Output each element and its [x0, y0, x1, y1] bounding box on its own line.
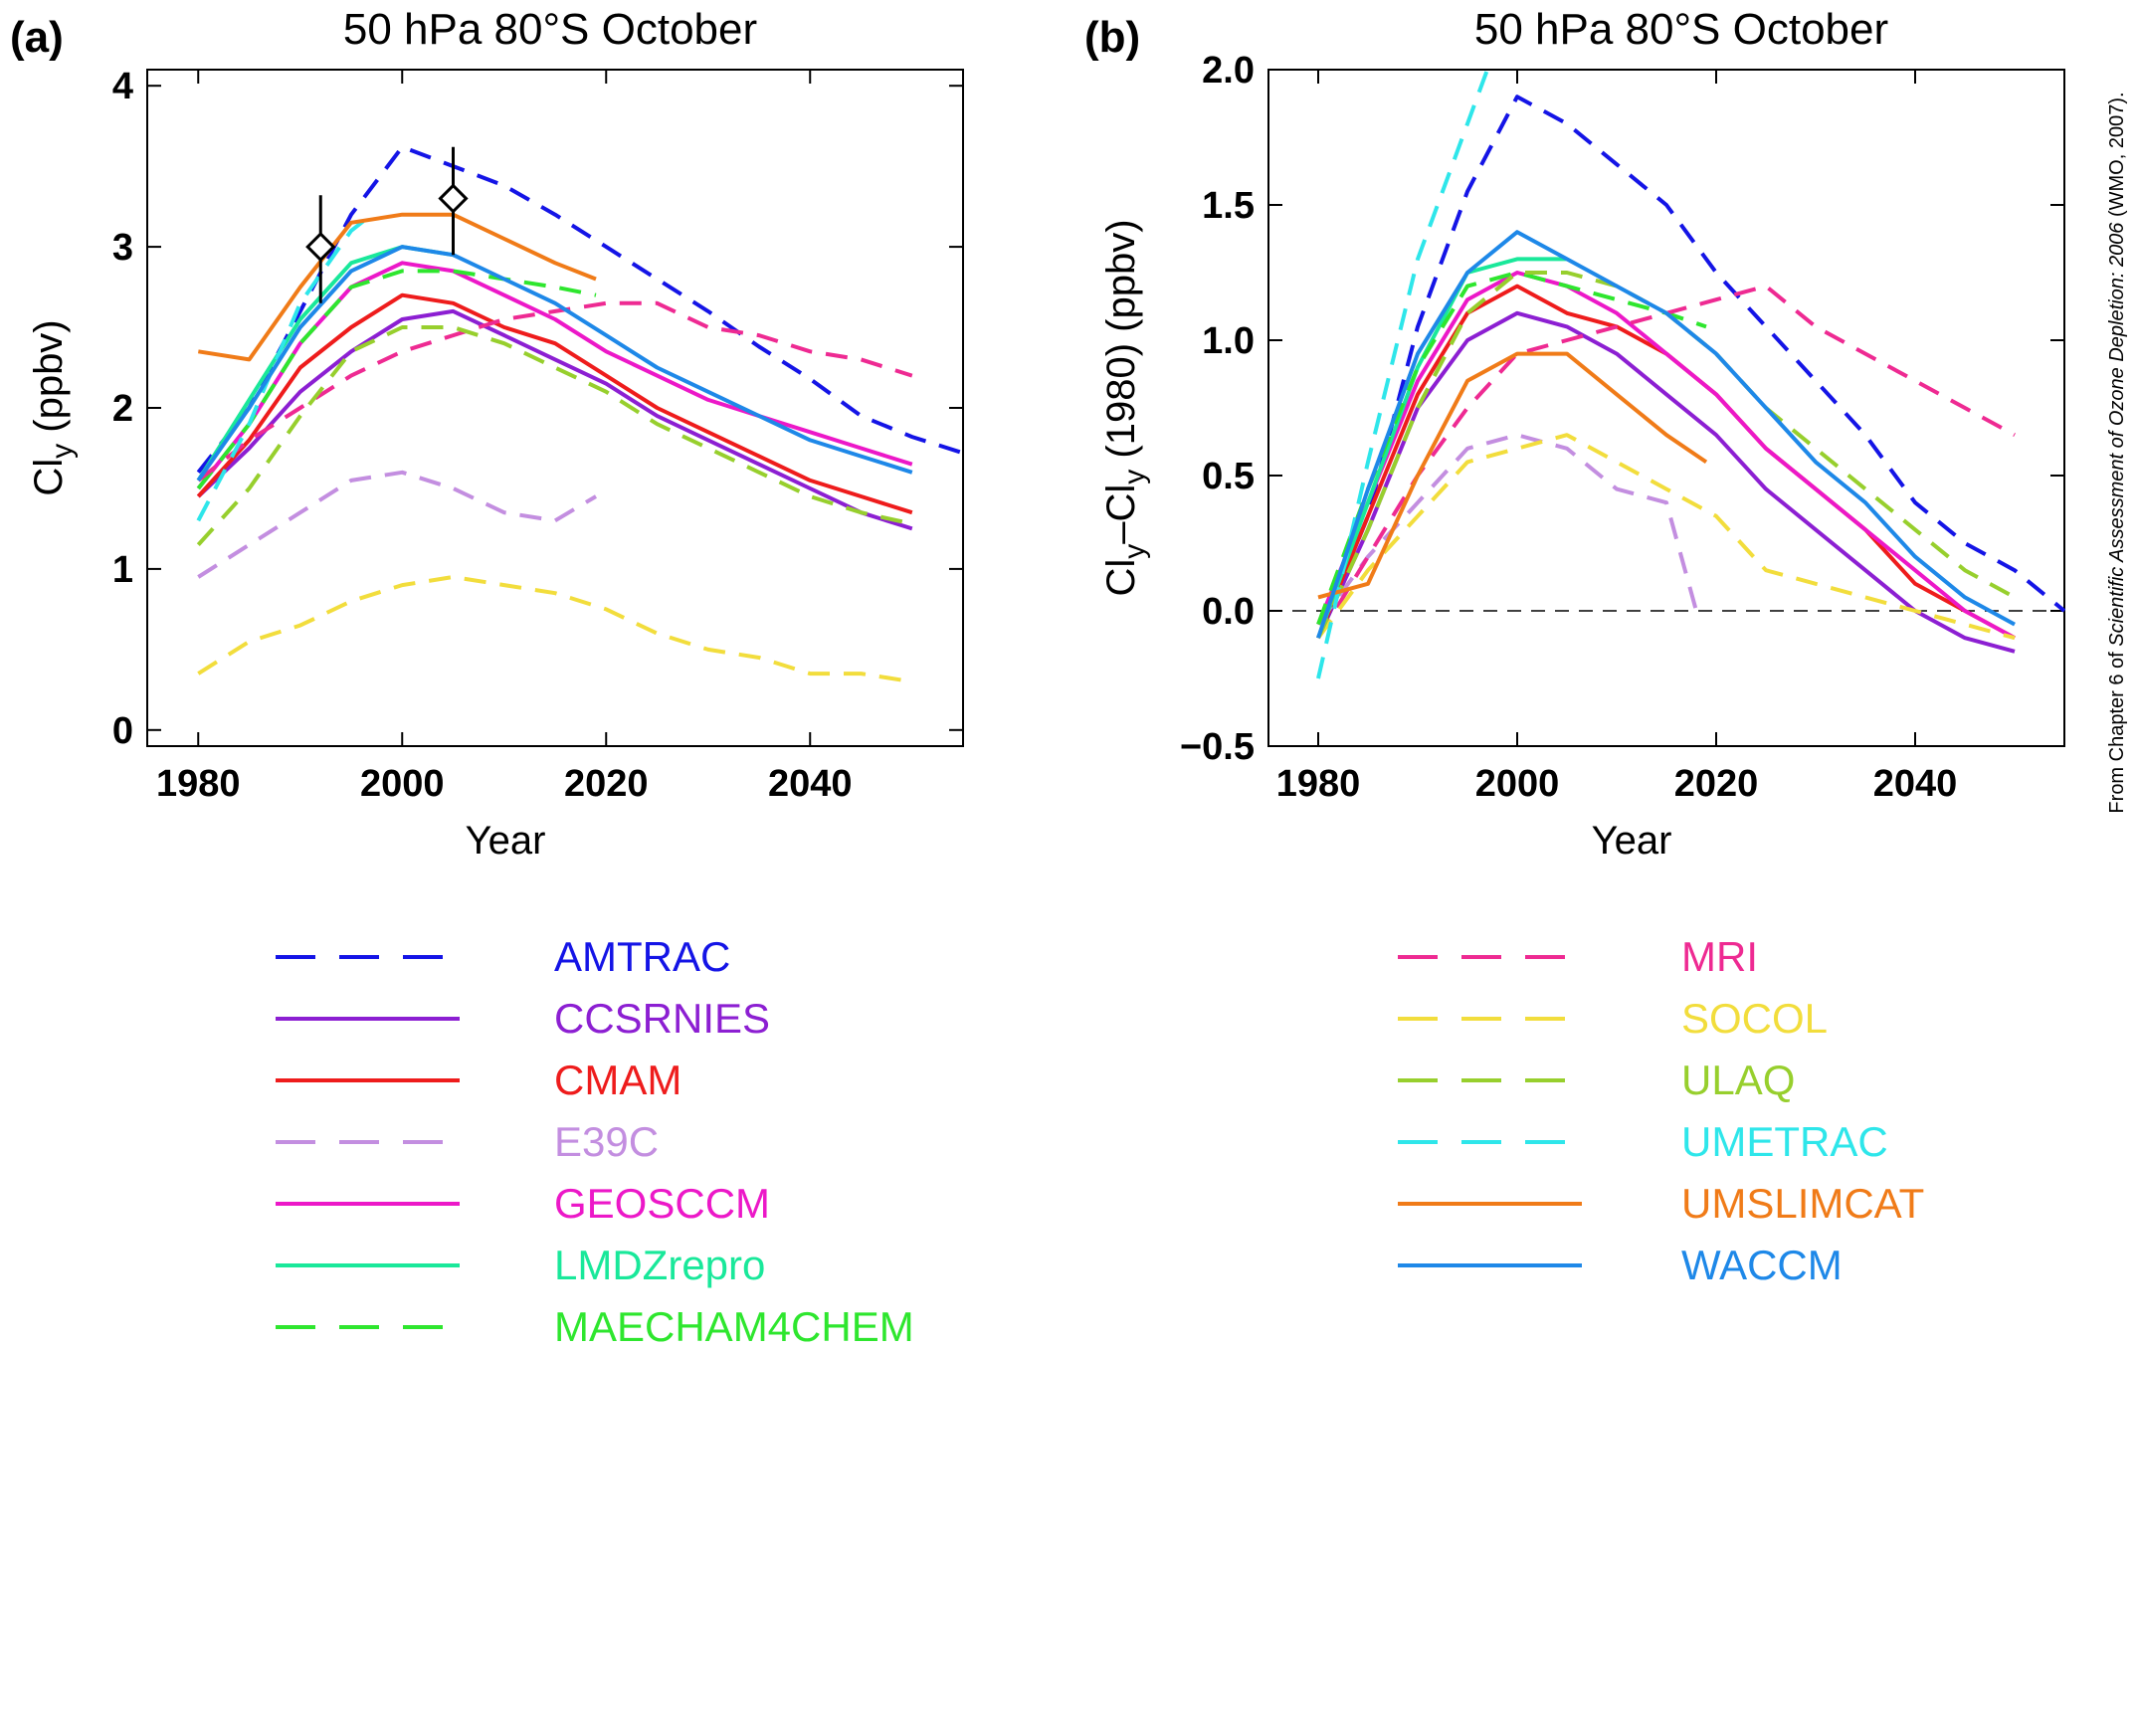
series-line-waccm: [1316, 230, 2016, 639]
series-line-maecham4chem: [1316, 271, 1707, 626]
panel-a: (a) 50 hPa 80°S October 1980 2000 2020 2040…: [10, 5, 964, 863]
x-tick-label: 2000: [1475, 763, 1560, 805]
panel-b-label: (b): [1084, 13, 1140, 62]
series-line-amtrac: [196, 144, 964, 475]
x-tick-label: 2040: [1873, 763, 1958, 805]
observation-diamond-marker: [305, 231, 336, 263]
legend-label-geosccm: GEOSCCM: [554, 1180, 770, 1227]
panel-b: (b) 50 hPa 80°S October 1980 2000 2020 2040…: [1084, 5, 2066, 863]
series-line-umetrac: [196, 213, 373, 522]
series-line-socol: [1316, 433, 2016, 641]
series-line-umslimcat: [1317, 351, 1708, 600]
series-line-geosccm: [196, 261, 913, 490]
legend-label-ccsrnies: CCSRNIES: [554, 995, 770, 1042]
x-tick-label: 2020: [564, 763, 649, 805]
x-tick-label: 2000: [360, 763, 445, 805]
legend-left: AMTRAC CCSRNIES CMAM E39C GEOSCCM LMDZrepro MA…: [276, 933, 914, 1350]
x-tick-label: 1980: [1276, 763, 1361, 805]
legend-label-socol: SOCOL: [1681, 995, 1828, 1042]
y-tick-label: −0.5: [1180, 726, 1255, 768]
panel-a-series: [196, 144, 964, 684]
y-tick-label: 0.0: [1202, 591, 1255, 633]
y-tick-label: 3: [112, 227, 133, 269]
series-line-ccsrnies: [1316, 310, 2016, 654]
panel-a-title: 50 hPa 80°S October: [343, 5, 757, 54]
y-tick-label: 1.0: [1202, 320, 1255, 362]
series-line-e39c: [197, 470, 598, 579]
y-tick-label: 1: [112, 549, 133, 591]
legend-label-maecham4chem: MAECHAM4CHEM: [554, 1303, 914, 1350]
legend-label-ulaq: ULAQ: [1681, 1057, 1795, 1103]
series-line-ulaq: [1316, 271, 2016, 640]
legend-label-e39c: E39C: [554, 1118, 659, 1165]
y-tick-label: 1.5: [1202, 185, 1255, 227]
y-tick-label: 4: [112, 66, 133, 107]
x-tick-label: 1980: [156, 763, 241, 805]
y-tick-label: 2.0: [1202, 50, 1255, 92]
series-line-ulaq: [196, 325, 913, 546]
series-line-maecham4chem: [196, 269, 597, 490]
panel-a-label: (a): [10, 13, 64, 62]
panel-b-y-axis-label: Cly–Cly (1980) (ppbv): [1099, 219, 1151, 596]
x-tick-label: 2040: [768, 763, 853, 805]
series-line-amtrac: [1316, 95, 2066, 639]
legend-right: MRI SOCOL ULAQ UMETRAC UMSLIMCAT WACCM: [1398, 933, 1924, 1288]
y-tick-label: 0: [112, 710, 133, 752]
observation-diamond-marker: [438, 183, 469, 214]
series-line-umslimcat: [197, 212, 597, 362]
panel-a-x-axis-label: Year: [466, 819, 546, 863]
series-line-mri: [197, 300, 913, 482]
panel-a-observations: [305, 146, 469, 303]
x-tick-label: 2020: [1674, 763, 1759, 805]
series-line-cmam: [196, 292, 913, 515]
attribution-text: From Chapter 6 of Scientific Assessment …: [2106, 92, 2128, 813]
panel-b-x-axis-label: Year: [1592, 819, 1672, 863]
series-line-ccsrnies: [196, 308, 913, 531]
panel-a-ticks: 1980 2000 2020 2040 0 1 2 3 4: [112, 66, 963, 805]
panel-b-plot-frame: [1267, 69, 2065, 747]
panel-b-series: [1316, 69, 2066, 679]
series-line-socol: [197, 575, 913, 684]
legend-label-waccm: WACCM: [1681, 1242, 1843, 1288]
legend-label-amtrac: AMTRAC: [554, 933, 730, 980]
legend-label-umetrac: UMETRAC: [1681, 1118, 1888, 1165]
legend-label-mri: MRI: [1681, 933, 1758, 980]
y-tick-label: 0.5: [1202, 456, 1255, 497]
legend-label-lmdzrepro: LMDZrepro: [554, 1242, 765, 1288]
series-line-geosccm: [1316, 271, 2016, 640]
series-line-waccm: [196, 245, 913, 482]
panel-a-y-axis-label: Cly (ppbv): [27, 319, 79, 495]
panel-b-ticks: 1980 2000 2020 2040 −0.5 0.0 0.5 1.0 1.5 2.0: [1180, 50, 2064, 805]
y-tick-label: 2: [112, 388, 133, 430]
legend-label-cmam: CMAM: [554, 1057, 681, 1103]
panel-b-title: 50 hPa 80°S October: [1474, 5, 1888, 54]
legend-label-umslimcat: UMSLIMCAT: [1681, 1180, 1924, 1227]
series-line-lmdzrepro: [1316, 257, 1567, 639]
series-line-e39c: [1316, 433, 1698, 626]
